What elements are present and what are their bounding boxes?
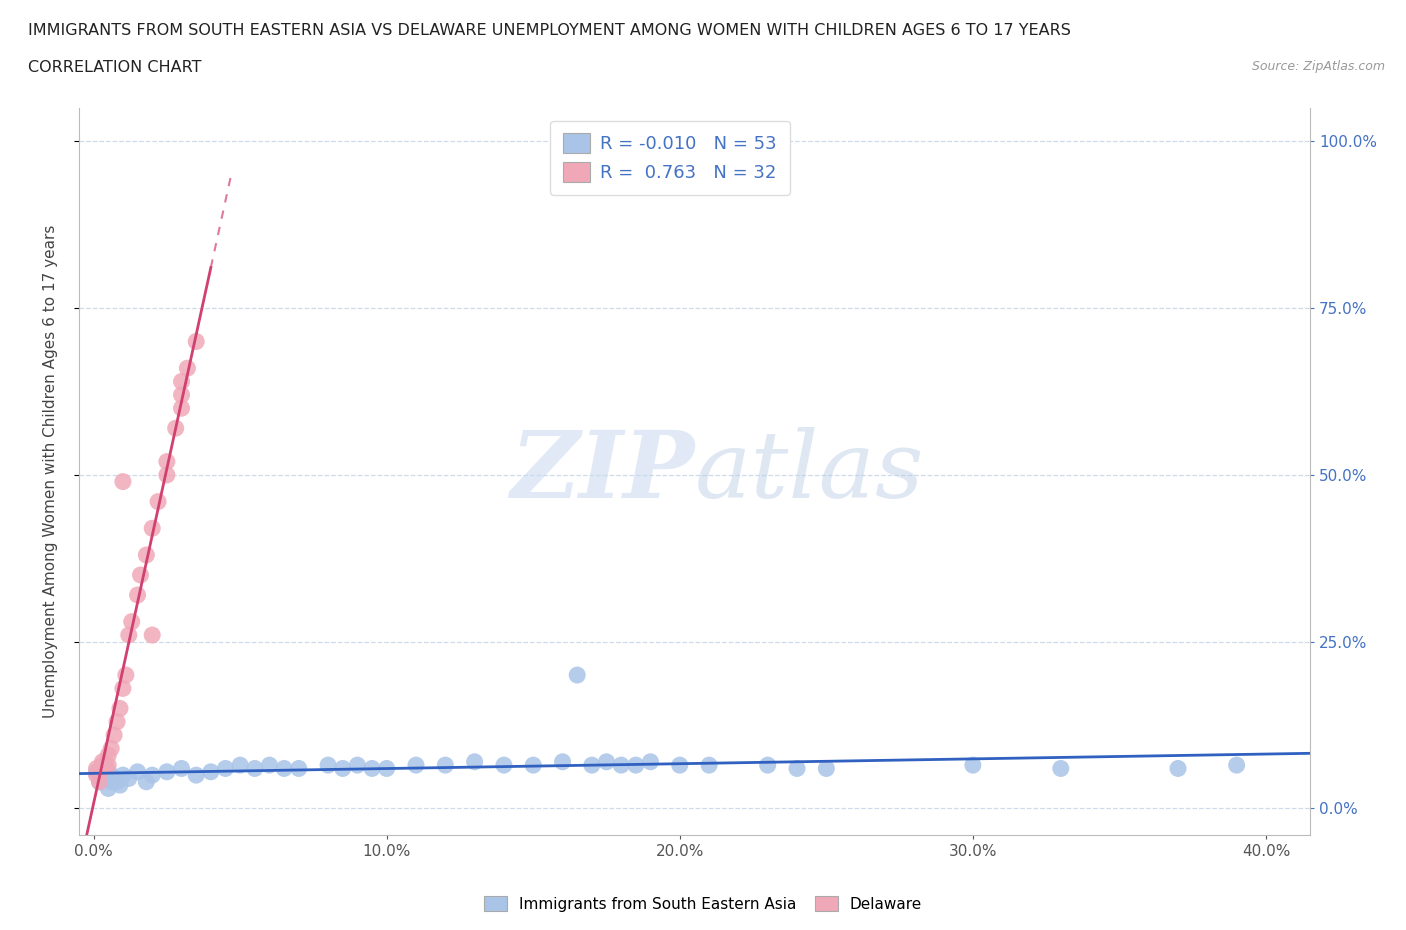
Point [127,588,149,603]
Point [94,761,117,776]
Point [567,668,589,683]
Point [170,761,193,776]
Point [127,764,149,779]
Y-axis label: Unemployment Among Women with Children Ages 6 to 17 years: Unemployment Among Women with Children A… [44,225,58,718]
Point [97,764,120,779]
Text: atlas: atlas [695,427,924,516]
Point [1167,761,1189,776]
Point [141,521,163,536]
Point [105,775,128,790]
Point [141,628,163,643]
Point [94,771,117,786]
Point [146,494,169,509]
Point [551,754,574,769]
Point [361,761,384,776]
Point [115,668,138,683]
Point [165,420,187,435]
Point [103,771,125,786]
Point [815,761,838,776]
Point [111,767,134,782]
Point [141,767,163,782]
Point [962,758,984,773]
Legend: R = -0.010   N = 53, R =  0.763   N = 32: R = -0.010 N = 53, R = 0.763 N = 32 [550,121,790,194]
Point [100,767,122,782]
Point [1049,761,1071,776]
Point [156,454,179,469]
Point [97,781,120,796]
Point [118,628,141,643]
Text: CORRELATION CHART: CORRELATION CHART [28,60,201,75]
Point [581,758,603,773]
Point [170,388,193,403]
Point [243,761,266,776]
Point [135,775,157,790]
Point [91,758,114,773]
Point [100,775,122,790]
Point [346,758,368,773]
Point [332,761,354,776]
Point [464,754,486,769]
Point [97,748,120,763]
Point [405,758,427,773]
Point [89,775,111,790]
Point [434,758,457,773]
Point [756,758,779,773]
Point [108,701,131,716]
Point [156,468,179,483]
Point [89,775,111,790]
Point [492,758,515,773]
Text: ZIP: ZIP [510,427,695,516]
Point [121,614,143,629]
Point [610,758,633,773]
Text: Source: ZipAtlas.com: Source: ZipAtlas.com [1251,60,1385,73]
Point [86,764,108,779]
Point [259,758,281,773]
Point [86,767,108,782]
Point [176,361,198,376]
Point [624,758,647,773]
Point [522,758,544,773]
Point [103,727,125,742]
Point [170,374,193,389]
Point [640,754,662,769]
Point [97,758,120,773]
Point [786,761,808,776]
Point [135,548,157,563]
Point [186,767,208,782]
Point [94,758,117,773]
Point [214,761,236,776]
Point [111,681,134,696]
Point [697,758,720,773]
Point [118,771,141,786]
Point [287,761,309,776]
Point [668,758,690,773]
Point [595,754,617,769]
Point [129,567,152,582]
Point [273,761,295,776]
Point [170,401,193,416]
Point [100,741,122,756]
Point [105,714,128,729]
Point [229,758,252,773]
Point [200,764,222,779]
Point [375,761,398,776]
Legend: Immigrants from South Eastern Asia, Delaware: Immigrants from South Eastern Asia, Dela… [478,890,928,918]
Point [186,334,208,349]
Text: IMMIGRANTS FROM SOUTH EASTERN ASIA VS DELAWARE UNEMPLOYMENT AMONG WOMEN WITH CHI: IMMIGRANTS FROM SOUTH EASTERN ASIA VS DE… [28,23,1071,38]
Point [108,777,131,792]
Point [91,767,114,782]
Point [111,474,134,489]
Point [89,764,111,779]
Point [1226,758,1249,773]
Point [86,761,108,776]
Point [91,754,114,769]
Point [156,764,179,779]
Point [316,758,339,773]
